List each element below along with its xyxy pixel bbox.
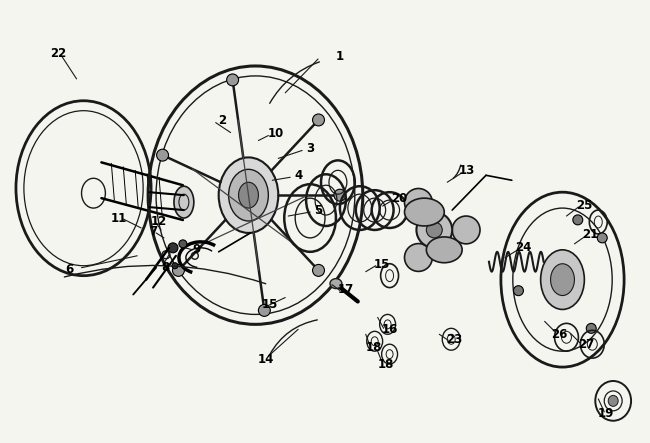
Text: 21: 21 — [582, 229, 599, 241]
Ellipse shape — [417, 212, 452, 248]
Ellipse shape — [426, 222, 442, 238]
Ellipse shape — [404, 198, 444, 226]
Circle shape — [259, 304, 270, 316]
Ellipse shape — [404, 244, 432, 272]
Circle shape — [227, 74, 239, 86]
Text: 2: 2 — [218, 114, 227, 127]
Text: 15: 15 — [262, 298, 279, 311]
Ellipse shape — [229, 169, 268, 221]
Text: 13: 13 — [459, 164, 475, 177]
Text: 3: 3 — [306, 142, 314, 155]
Text: 16: 16 — [382, 323, 398, 336]
Text: 11: 11 — [111, 211, 127, 225]
Text: 12: 12 — [151, 215, 167, 229]
Text: 22: 22 — [51, 47, 67, 59]
Text: 10: 10 — [268, 127, 285, 140]
Ellipse shape — [404, 188, 432, 216]
Circle shape — [168, 243, 178, 253]
Circle shape — [313, 264, 324, 276]
Text: 17: 17 — [338, 283, 354, 296]
Circle shape — [334, 189, 346, 201]
Ellipse shape — [608, 396, 618, 406]
Text: 23: 23 — [446, 333, 462, 346]
Text: 15: 15 — [374, 258, 390, 271]
Text: 18: 18 — [365, 341, 382, 354]
Text: 9: 9 — [192, 243, 201, 256]
Ellipse shape — [239, 182, 259, 208]
Circle shape — [514, 286, 523, 295]
Text: 18: 18 — [378, 358, 394, 371]
Text: 25: 25 — [576, 198, 593, 212]
Ellipse shape — [330, 279, 342, 288]
Ellipse shape — [174, 186, 194, 218]
Circle shape — [172, 264, 185, 276]
Ellipse shape — [452, 216, 480, 244]
Text: 26: 26 — [551, 328, 567, 341]
Text: 1: 1 — [336, 50, 344, 62]
Circle shape — [586, 323, 596, 333]
Circle shape — [172, 263, 178, 269]
Circle shape — [573, 215, 583, 225]
Ellipse shape — [541, 250, 584, 310]
Ellipse shape — [551, 264, 575, 295]
Text: 24: 24 — [515, 241, 532, 254]
Circle shape — [179, 240, 187, 248]
Circle shape — [597, 233, 607, 243]
Text: 7: 7 — [149, 225, 157, 238]
Text: 20: 20 — [391, 192, 408, 205]
Ellipse shape — [426, 237, 462, 263]
Text: 19: 19 — [598, 407, 614, 420]
Circle shape — [157, 149, 168, 161]
Text: 6: 6 — [66, 263, 73, 276]
Text: 8: 8 — [161, 261, 169, 274]
Text: 27: 27 — [578, 338, 595, 351]
Ellipse shape — [218, 157, 278, 233]
Text: 14: 14 — [257, 353, 274, 365]
Circle shape — [313, 114, 324, 126]
Text: 4: 4 — [294, 169, 302, 182]
Text: 5: 5 — [314, 204, 322, 217]
